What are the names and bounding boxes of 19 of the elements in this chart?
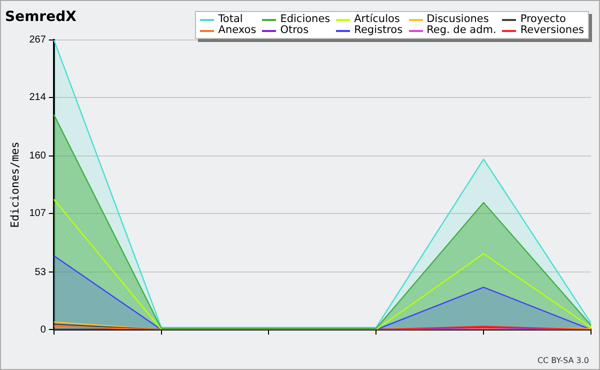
legend-label: Discusiones [426, 13, 489, 25]
legend-label: Reversiones [520, 24, 584, 36]
text: CC BY-SA 3.0 [537, 356, 589, 365]
y-tick-label: 267 [29, 34, 46, 46]
legend-label: Total [218, 13, 243, 25]
legend-label: Artículos [354, 13, 400, 25]
legend-label: Otros [280, 24, 309, 36]
y-tick-label: 53 [34, 266, 46, 278]
legend-label: Proyecto [520, 13, 566, 25]
legend-label: Registros [354, 24, 403, 36]
chart-title: SemredX [5, 9, 77, 26]
y-tick-label: 0 [40, 324, 46, 336]
y-tick-label: 160 [29, 150, 46, 162]
y-axis-title: Ediciones/mes [8, 142, 22, 228]
y-tick-label: 107 [29, 208, 46, 220]
legend-label: Ediciones [280, 13, 330, 25]
legend-label: Anexos [218, 24, 256, 36]
legend-label: Reg. de adm. [426, 24, 496, 36]
y-tick-label: 214 [29, 92, 46, 104]
